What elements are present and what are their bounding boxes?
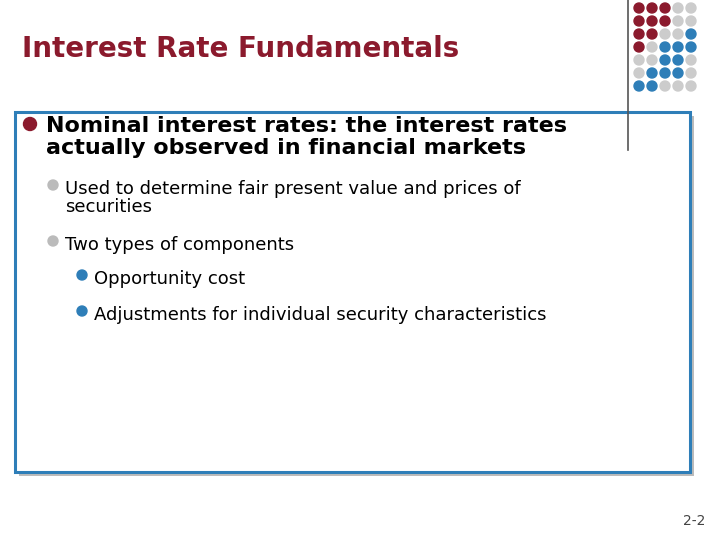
Circle shape xyxy=(647,68,657,78)
Circle shape xyxy=(686,29,696,39)
Circle shape xyxy=(673,55,683,65)
Circle shape xyxy=(673,29,683,39)
Circle shape xyxy=(634,16,644,26)
Circle shape xyxy=(48,236,58,246)
Circle shape xyxy=(647,3,657,13)
Circle shape xyxy=(48,180,58,190)
Text: actually observed in financial markets: actually observed in financial markets xyxy=(46,138,526,158)
Circle shape xyxy=(647,42,657,52)
Text: Opportunity cost: Opportunity cost xyxy=(94,270,245,288)
Text: Two types of components: Two types of components xyxy=(65,236,294,254)
FancyBboxPatch shape xyxy=(19,116,694,476)
Text: Nominal interest rates: the interest rates: Nominal interest rates: the interest rat… xyxy=(46,116,567,136)
Circle shape xyxy=(660,81,670,91)
Text: Interest Rate Fundamentals: Interest Rate Fundamentals xyxy=(22,35,459,63)
Circle shape xyxy=(686,81,696,91)
Circle shape xyxy=(77,270,87,280)
Circle shape xyxy=(634,68,644,78)
Circle shape xyxy=(686,68,696,78)
Circle shape xyxy=(673,81,683,91)
Circle shape xyxy=(634,81,644,91)
Circle shape xyxy=(686,16,696,26)
Circle shape xyxy=(660,3,670,13)
Circle shape xyxy=(647,55,657,65)
Text: Used to determine fair present value and prices of: Used to determine fair present value and… xyxy=(65,180,521,198)
Circle shape xyxy=(634,55,644,65)
Circle shape xyxy=(24,118,37,131)
Circle shape xyxy=(673,16,683,26)
Circle shape xyxy=(686,42,696,52)
Circle shape xyxy=(686,55,696,65)
Circle shape xyxy=(634,29,644,39)
Circle shape xyxy=(686,3,696,13)
FancyBboxPatch shape xyxy=(15,112,690,472)
Text: securities: securities xyxy=(65,198,152,216)
Circle shape xyxy=(673,3,683,13)
Circle shape xyxy=(660,16,670,26)
Circle shape xyxy=(647,16,657,26)
Circle shape xyxy=(660,55,670,65)
Circle shape xyxy=(660,68,670,78)
Circle shape xyxy=(77,306,87,316)
Circle shape xyxy=(634,42,644,52)
Circle shape xyxy=(673,68,683,78)
Text: Adjustments for individual security characteristics: Adjustments for individual security char… xyxy=(94,306,546,324)
Circle shape xyxy=(647,29,657,39)
Circle shape xyxy=(673,42,683,52)
Text: 2-2: 2-2 xyxy=(683,514,705,528)
Circle shape xyxy=(634,3,644,13)
Circle shape xyxy=(647,81,657,91)
Circle shape xyxy=(660,42,670,52)
Circle shape xyxy=(660,29,670,39)
